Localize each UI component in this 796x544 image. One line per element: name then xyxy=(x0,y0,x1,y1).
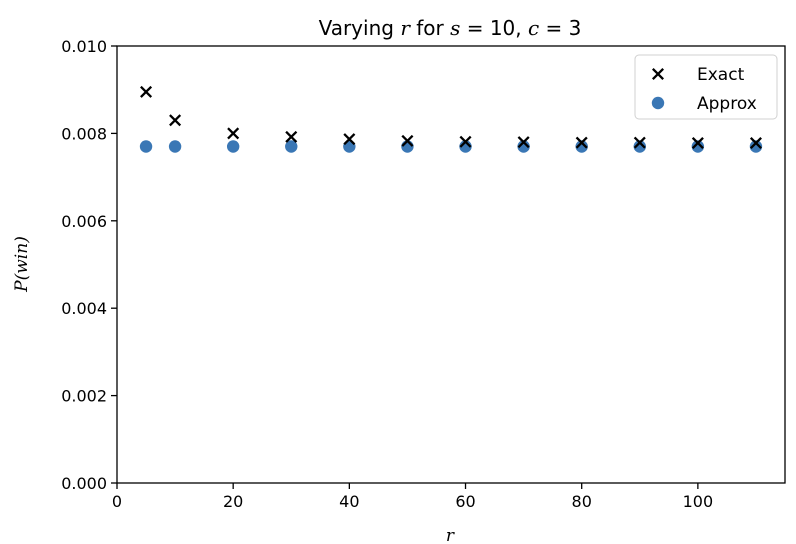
x-tick-label: 40 xyxy=(339,492,359,511)
exact-point xyxy=(285,130,298,143)
approx-point xyxy=(749,140,763,153)
legend-marker-exact xyxy=(651,67,665,81)
approx-point xyxy=(139,140,153,153)
exact-point xyxy=(459,135,472,148)
x-tick-label: 100 xyxy=(683,492,714,511)
y-tick-label: 0.008 xyxy=(61,124,107,143)
legend-marker-approx xyxy=(651,96,665,110)
x-tick-label: 60 xyxy=(455,492,475,511)
approx-point xyxy=(633,140,646,153)
x-axis-label: r xyxy=(446,526,455,544)
exact-point xyxy=(691,137,704,150)
approx-point xyxy=(691,140,705,153)
legend: Exact Approx xyxy=(634,54,778,120)
exact-point xyxy=(633,136,646,149)
exact-point xyxy=(401,134,414,147)
approx-point xyxy=(285,140,298,153)
axes: 0 20 40 60 80 100 0.000 0.002 0.004 0.006 0.008 0.0… xyxy=(61,37,786,511)
approx-point xyxy=(226,140,240,153)
exact-point xyxy=(343,133,356,146)
legend-box xyxy=(634,54,778,120)
x-tick-label: 0 xyxy=(112,492,122,511)
legend-label-exact: Exact xyxy=(697,65,745,85)
exact-point xyxy=(749,137,762,150)
exact-point xyxy=(140,85,153,98)
exact-point xyxy=(517,136,530,149)
axes-frame xyxy=(116,45,786,484)
exact-point xyxy=(575,136,588,149)
y-tick-label: 0.010 xyxy=(61,37,107,56)
exact-point xyxy=(227,127,240,140)
chart-title: Varying r for s = 10, c = 3 xyxy=(319,16,582,40)
y-tick-label: 0.006 xyxy=(61,212,107,231)
data-marks xyxy=(139,85,763,153)
y-tick-label: 0.004 xyxy=(61,299,107,318)
x-tick-label: 20 xyxy=(223,492,243,511)
y-tick-label: 0.000 xyxy=(61,474,107,493)
y-axis-label: P(win) xyxy=(12,236,32,293)
x-tick-label: 80 xyxy=(572,492,592,511)
exact-point xyxy=(169,114,182,127)
approx-point xyxy=(575,140,588,153)
y-tick-label: 0.002 xyxy=(61,387,107,406)
approx-point xyxy=(168,140,182,153)
legend-label-approx: Approx xyxy=(697,94,757,114)
approx-point xyxy=(517,140,530,153)
